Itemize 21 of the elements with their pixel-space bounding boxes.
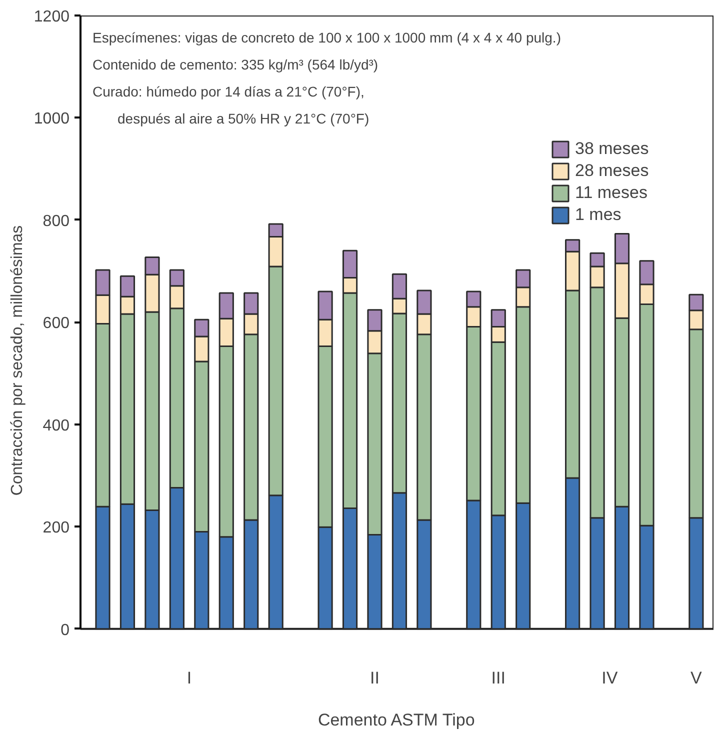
x-axis-title: Cemento ASTM Tipo xyxy=(318,710,475,730)
legend-label: 38 meses xyxy=(575,139,649,159)
y-tick-label: 400 xyxy=(42,417,70,434)
annotation: Contenido de cemento: 335 kg/m³ (564 lb/yd³) xyxy=(92,56,378,72)
y-tick-label: 600 xyxy=(42,315,70,332)
y-tick-label: 1000 xyxy=(34,110,70,128)
y-tick-label: 200 xyxy=(42,520,70,537)
annotation: Especímenes: vigas de concreto de 100 x 100 x 1000 mm (4 x 4 x 40 pulg.) xyxy=(92,30,561,46)
text: II xyxy=(370,668,380,688)
legend-label: 1 mes xyxy=(575,205,622,225)
legend-label: 28 meses xyxy=(575,161,649,181)
text: IV xyxy=(602,668,618,688)
text: V xyxy=(690,668,703,688)
y-tick-label: 0 xyxy=(60,622,70,639)
y-tick-label: 1200 xyxy=(34,8,70,26)
legend-label: 11 meses xyxy=(575,183,648,203)
y-tick-label: 800 xyxy=(42,212,70,230)
y-axis-title: Contracción por secado, millonésimas xyxy=(8,225,26,496)
annotation: Curado: húmedo por 14 días a 21°C (70°F), después al aire a 50% HR y 21°C (70°F) xyxy=(92,84,370,126)
text: I xyxy=(186,668,192,688)
text: III xyxy=(491,668,506,688)
